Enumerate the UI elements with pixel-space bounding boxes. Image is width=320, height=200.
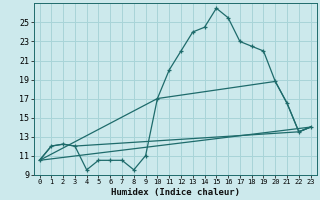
X-axis label: Humidex (Indice chaleur): Humidex (Indice chaleur) (111, 188, 240, 197)
